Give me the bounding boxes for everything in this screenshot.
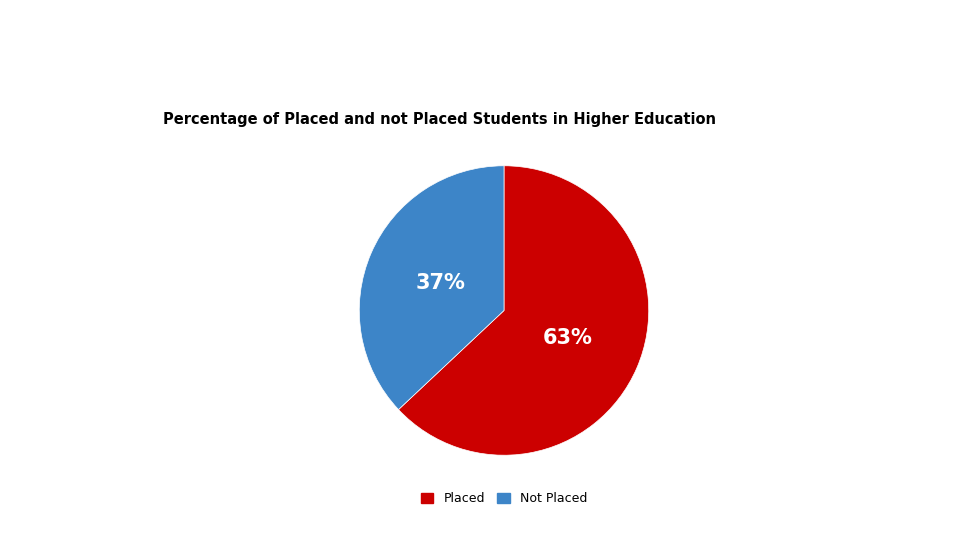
Legend: Placed, Not Placed: Placed, Not Placed (416, 488, 592, 510)
Text: 63%: 63% (542, 328, 592, 348)
Text: 37%: 37% (416, 273, 466, 293)
Text: Transition System From Secondary Education to Higher: Transition System From Secondary Educati… (69, 28, 891, 53)
Text: Percentage of Placed and not Placed Students in Higher Education: Percentage of Placed and not Placed Stud… (163, 112, 716, 127)
Wedge shape (359, 166, 504, 409)
Wedge shape (398, 166, 649, 455)
Text: Education: Education (406, 64, 554, 90)
